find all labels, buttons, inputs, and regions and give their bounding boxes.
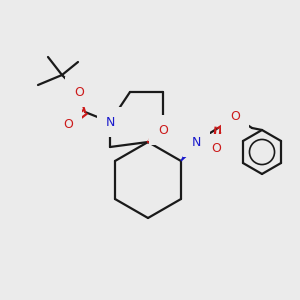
Polygon shape (181, 140, 199, 161)
Text: O: O (230, 110, 240, 124)
Text: N: N (191, 136, 201, 148)
Text: O: O (158, 124, 168, 136)
Text: N: N (105, 116, 115, 128)
Text: O: O (63, 118, 73, 131)
Text: O: O (74, 85, 84, 98)
Text: O: O (211, 142, 221, 155)
Text: H: H (193, 127, 201, 140)
